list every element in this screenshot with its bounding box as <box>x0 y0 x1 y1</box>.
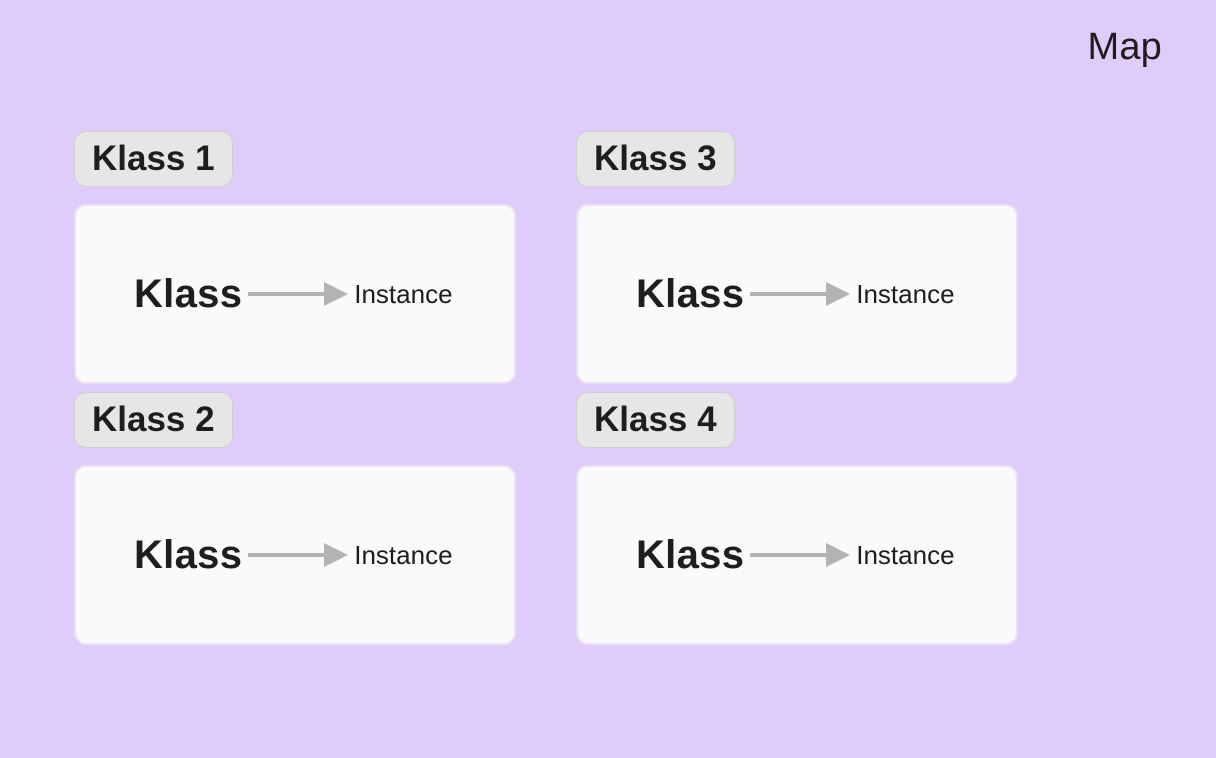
instance-label: Instance <box>354 278 453 309</box>
klass-flow: Klass Instance <box>134 467 453 643</box>
section-tag[interactable]: Klass 4 <box>576 392 735 448</box>
klass-card[interactable]: Klass Instance <box>576 465 1018 645</box>
klass-label: Klass <box>134 271 243 316</box>
klass-card[interactable]: Klass Instance <box>74 204 516 384</box>
klass-card[interactable]: Klass Instance <box>576 204 1018 384</box>
instance-label: Instance <box>856 539 955 570</box>
klass-flow: Klass Instance <box>636 206 955 382</box>
klass-label: Klass <box>636 532 745 577</box>
klass-flow: Klass Instance <box>636 467 955 643</box>
section-tag[interactable]: Klass 3 <box>576 131 735 187</box>
klass-label: Klass <box>134 532 243 577</box>
arrow-right-icon <box>750 543 851 567</box>
section-tag[interactable]: Klass 1 <box>74 131 233 187</box>
klass-label: Klass <box>636 271 745 316</box>
instance-label: Instance <box>856 278 955 309</box>
section-tag[interactable]: Klass 2 <box>74 392 233 448</box>
arrow-right-icon <box>248 282 349 306</box>
klass-card[interactable]: Klass Instance <box>74 465 516 645</box>
arrow-right-icon <box>750 282 851 306</box>
klass-flow: Klass Instance <box>134 206 453 382</box>
page-title: Map <box>1087 26 1162 68</box>
arrow-right-icon <box>248 543 349 567</box>
instance-label: Instance <box>354 539 453 570</box>
